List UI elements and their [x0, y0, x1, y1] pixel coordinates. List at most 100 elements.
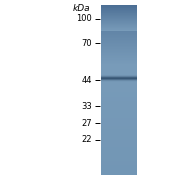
- Bar: [101, 96, 137, 97]
- Bar: [101, 29, 137, 30]
- Bar: [101, 171, 137, 172]
- Bar: [101, 59, 137, 60]
- Bar: [101, 153, 137, 154]
- Bar: [101, 140, 137, 141]
- Bar: [101, 165, 137, 166]
- Bar: [101, 27, 137, 28]
- Bar: [101, 98, 137, 99]
- Bar: [101, 67, 137, 68]
- Bar: [101, 87, 137, 88]
- Bar: [101, 114, 137, 115]
- Bar: [101, 170, 137, 171]
- Bar: [101, 146, 137, 147]
- Bar: [101, 65, 137, 66]
- Bar: [101, 173, 137, 174]
- Bar: [101, 42, 137, 43]
- Bar: [101, 154, 137, 155]
- Bar: [101, 84, 137, 85]
- Bar: [101, 158, 137, 159]
- Bar: [101, 123, 137, 124]
- Bar: [101, 168, 137, 169]
- Bar: [101, 128, 137, 129]
- Bar: [101, 58, 137, 59]
- Bar: [101, 60, 137, 61]
- Bar: [101, 174, 137, 175]
- Bar: [101, 129, 137, 130]
- Bar: [101, 160, 137, 161]
- Bar: [101, 56, 137, 57]
- Bar: [101, 106, 137, 107]
- Bar: [101, 159, 137, 160]
- Bar: [101, 52, 137, 53]
- Bar: [101, 92, 137, 93]
- Bar: [101, 78, 137, 79]
- Bar: [101, 47, 137, 48]
- Bar: [101, 102, 137, 103]
- Bar: [101, 120, 137, 121]
- Bar: [101, 82, 137, 83]
- Bar: [101, 161, 137, 162]
- Bar: [101, 109, 137, 110]
- Bar: [101, 99, 137, 100]
- Bar: [101, 49, 137, 50]
- Bar: [101, 125, 137, 126]
- Text: 22: 22: [81, 135, 92, 144]
- Bar: [101, 43, 137, 44]
- Bar: [101, 116, 137, 117]
- Text: 44: 44: [81, 76, 92, 85]
- Bar: [101, 30, 137, 31]
- Bar: [101, 7, 137, 8]
- Bar: [101, 136, 137, 137]
- Bar: [101, 149, 137, 150]
- Bar: [101, 69, 137, 70]
- Bar: [101, 117, 137, 118]
- Bar: [101, 57, 137, 58]
- Bar: [101, 45, 137, 46]
- Bar: [101, 152, 137, 153]
- Bar: [101, 31, 137, 32]
- Bar: [101, 63, 137, 64]
- Bar: [101, 88, 137, 89]
- Bar: [101, 72, 137, 73]
- Bar: [101, 21, 137, 22]
- Bar: [101, 76, 137, 77]
- Bar: [101, 77, 137, 78]
- Bar: [101, 46, 137, 47]
- Bar: [101, 118, 137, 119]
- Bar: [101, 131, 137, 132]
- Bar: [101, 163, 137, 164]
- Bar: [101, 107, 137, 108]
- Bar: [101, 124, 137, 125]
- Bar: [101, 71, 137, 72]
- Bar: [101, 83, 137, 84]
- Bar: [101, 130, 137, 131]
- Bar: [101, 40, 137, 41]
- Bar: [101, 103, 137, 104]
- Bar: [101, 15, 137, 16]
- Bar: [101, 104, 137, 105]
- Bar: [101, 34, 137, 35]
- Bar: [101, 148, 137, 149]
- Bar: [101, 9, 137, 10]
- Bar: [101, 70, 137, 71]
- Bar: [101, 167, 137, 168]
- Bar: [101, 86, 137, 87]
- Bar: [101, 55, 137, 56]
- Bar: [101, 20, 137, 21]
- Bar: [101, 38, 137, 39]
- Bar: [101, 134, 137, 135]
- Bar: [101, 105, 137, 106]
- Bar: [101, 166, 137, 167]
- Text: 70: 70: [81, 39, 92, 48]
- Bar: [101, 97, 137, 98]
- Bar: [101, 112, 137, 113]
- Bar: [101, 111, 137, 112]
- Bar: [101, 144, 137, 145]
- Bar: [101, 135, 137, 136]
- Bar: [101, 68, 137, 69]
- Bar: [101, 54, 137, 55]
- Bar: [101, 25, 137, 26]
- Bar: [101, 95, 137, 96]
- Bar: [101, 139, 137, 140]
- Bar: [101, 166, 137, 167]
